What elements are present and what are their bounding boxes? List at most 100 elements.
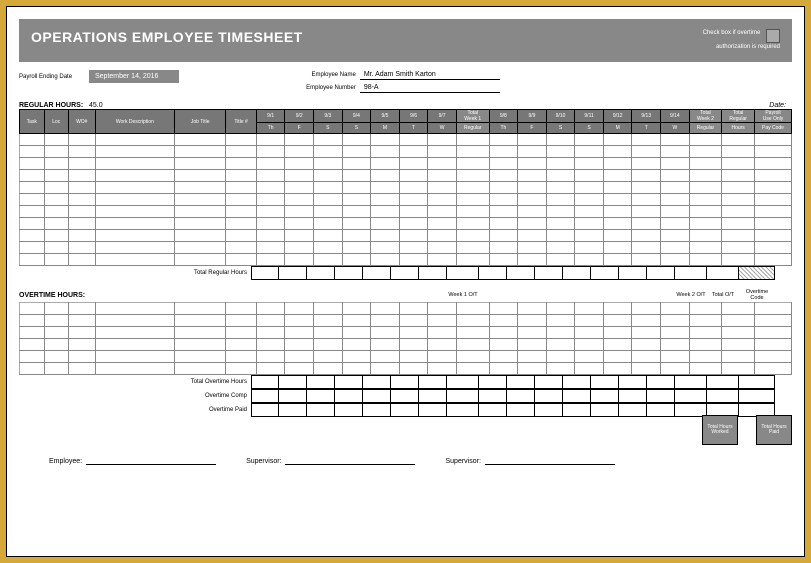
grid-cell[interactable] <box>44 158 69 170</box>
grid-cell[interactable] <box>226 146 257 158</box>
grid-cell[interactable] <box>175 363 226 375</box>
grid-cell[interactable] <box>314 206 343 218</box>
grid-cell[interactable] <box>575 242 604 254</box>
grid-cell[interactable] <box>489 170 518 182</box>
grid-cell[interactable] <box>722 194 755 206</box>
grid-cell[interactable] <box>175 206 226 218</box>
grid-cell[interactable] <box>754 218 791 230</box>
grid-cell[interactable] <box>44 339 69 351</box>
grid-cell[interactable] <box>256 351 285 363</box>
grid-cell[interactable] <box>661 230 690 242</box>
grid-cell[interactable] <box>226 254 257 266</box>
grid-cell[interactable] <box>399 170 428 182</box>
grid-cell[interactable] <box>632 315 661 327</box>
overtime-grid-body[interactable] <box>20 303 792 375</box>
grid-cell[interactable] <box>95 242 175 254</box>
grid-cell[interactable] <box>575 254 604 266</box>
grid-cell[interactable] <box>226 315 257 327</box>
grid-cell[interactable] <box>399 230 428 242</box>
grid-cell[interactable] <box>456 158 489 170</box>
grid-cell[interactable] <box>342 351 371 363</box>
grid-cell[interactable] <box>546 182 575 194</box>
grid-cell[interactable] <box>722 303 755 315</box>
grid-row[interactable] <box>20 242 792 254</box>
grid-row[interactable] <box>20 315 792 327</box>
grid-cell[interactable] <box>518 363 547 375</box>
grid-cell[interactable] <box>754 158 791 170</box>
grid-cell[interactable] <box>632 254 661 266</box>
grid-cell[interactable] <box>69 363 96 375</box>
grid-cell[interactable] <box>518 158 547 170</box>
grid-cell[interactable] <box>399 206 428 218</box>
grid-cell[interactable] <box>256 206 285 218</box>
grid-cell[interactable] <box>69 134 96 146</box>
grid-cell[interactable] <box>661 158 690 170</box>
grid-cell[interactable] <box>20 254 45 266</box>
grid-cell[interactable] <box>689 182 722 194</box>
grid-cell[interactable] <box>603 158 632 170</box>
grid-cell[interactable] <box>285 230 314 242</box>
grid-cell[interactable] <box>518 146 547 158</box>
grid-cell[interactable] <box>44 327 69 339</box>
grid-cell[interactable] <box>546 363 575 375</box>
grid-cell[interactable] <box>456 182 489 194</box>
grid-cell[interactable] <box>285 254 314 266</box>
grid-cell[interactable] <box>428 339 457 351</box>
grid-cell[interactable] <box>95 303 175 315</box>
sig-employee-line[interactable] <box>86 455 216 465</box>
grid-cell[interactable] <box>226 194 257 206</box>
grid-cell[interactable] <box>722 134 755 146</box>
grid-cell[interactable] <box>754 194 791 206</box>
grid-cell[interactable] <box>314 218 343 230</box>
grid-cell[interactable] <box>575 194 604 206</box>
grid-cell[interactable] <box>575 146 604 158</box>
grid-cell[interactable] <box>175 339 226 351</box>
grid-cell[interactable] <box>175 303 226 315</box>
grid-cell[interactable] <box>489 351 518 363</box>
grid-cell[interactable] <box>603 194 632 206</box>
grid-cell[interactable] <box>371 170 400 182</box>
grid-cell[interactable] <box>20 351 45 363</box>
grid-cell[interactable] <box>285 194 314 206</box>
grid-cell[interactable] <box>342 134 371 146</box>
grid-cell[interactable] <box>399 315 428 327</box>
grid-cell[interactable] <box>69 315 96 327</box>
grid-cell[interactable] <box>689 146 722 158</box>
grid-cell[interactable] <box>256 182 285 194</box>
grid-cell[interactable] <box>44 315 69 327</box>
grid-cell[interactable] <box>314 182 343 194</box>
grid-cell[interactable] <box>575 206 604 218</box>
grid-cell[interactable] <box>20 206 45 218</box>
grid-cell[interactable] <box>428 158 457 170</box>
grid-cell[interactable] <box>226 303 257 315</box>
grid-cell[interactable] <box>342 363 371 375</box>
grid-cell[interactable] <box>632 242 661 254</box>
grid-cell[interactable] <box>546 351 575 363</box>
grid-cell[interactable] <box>428 254 457 266</box>
grid-cell[interactable] <box>518 206 547 218</box>
regular-grid-body[interactable] <box>20 134 792 266</box>
grid-cell[interactable] <box>256 254 285 266</box>
grid-cell[interactable] <box>371 351 400 363</box>
grid-cell[interactable] <box>342 182 371 194</box>
grid-row[interactable] <box>20 327 792 339</box>
grid-cell[interactable] <box>661 351 690 363</box>
grid-cell[interactable] <box>575 303 604 315</box>
grid-cell[interactable] <box>546 254 575 266</box>
grid-cell[interactable] <box>256 339 285 351</box>
grid-cell[interactable] <box>722 327 755 339</box>
grid-cell[interactable] <box>399 158 428 170</box>
grid-cell[interactable] <box>689 230 722 242</box>
grid-cell[interactable] <box>95 146 175 158</box>
grid-cell[interactable] <box>689 351 722 363</box>
grid-cell[interactable] <box>661 194 690 206</box>
grid-cell[interactable] <box>399 182 428 194</box>
grid-cell[interactable] <box>69 303 96 315</box>
grid-cell[interactable] <box>456 206 489 218</box>
grid-cell[interactable] <box>285 158 314 170</box>
grid-cell[interactable] <box>226 327 257 339</box>
grid-cell[interactable] <box>285 351 314 363</box>
grid-cell[interactable] <box>69 218 96 230</box>
grid-cell[interactable] <box>632 339 661 351</box>
grid-cell[interactable] <box>342 242 371 254</box>
